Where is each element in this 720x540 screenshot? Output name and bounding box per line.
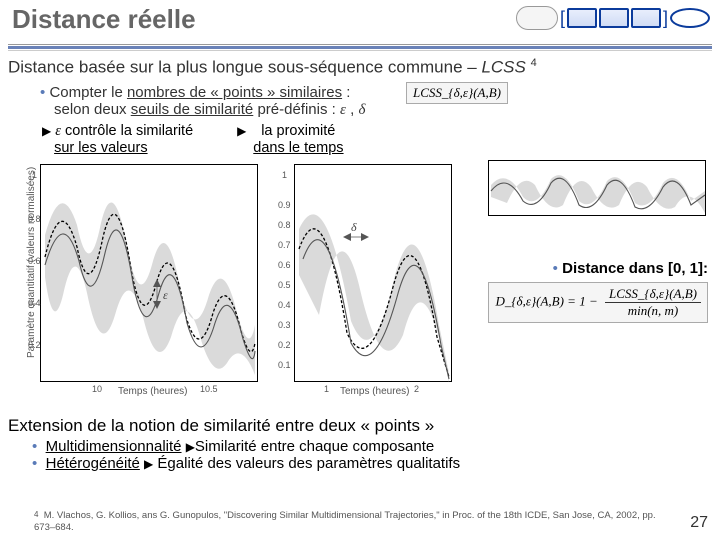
xtick: 2 xyxy=(414,384,419,394)
chart-left-svg: ε xyxy=(41,165,259,383)
bullet2-text-c: pré-définis : xyxy=(253,101,336,118)
ytick: 1 xyxy=(32,170,37,180)
chart-mid-xlabel: Temps (heures) xyxy=(340,386,409,397)
bullet1-text-b: nombres de « points » similaires xyxy=(127,84,342,101)
nav-oval[interactable] xyxy=(670,8,710,28)
controls-row: ▶ ε contrôle la similarité sur les valeu… xyxy=(8,123,712,156)
bracket-left-icon: [ xyxy=(560,8,565,29)
cloud-icon xyxy=(516,6,558,30)
dist-formula-den: min(n, m) xyxy=(605,303,701,319)
ytick: 0.7 xyxy=(278,240,291,250)
bullet-icon: • xyxy=(32,438,37,455)
ytick: 0.8 xyxy=(278,220,291,230)
triangle-icon: ▶ xyxy=(144,457,153,471)
footnote-number: 4 xyxy=(34,510,38,519)
chart-left-xlabel: Temps (heures) xyxy=(118,386,187,397)
title-decorations: [ ] xyxy=(516,6,710,30)
dist-formula-num: LCSS_{δ,ε}(A,B) xyxy=(605,286,701,303)
ytick: 0.5 xyxy=(278,280,291,290)
bullet2-text-b: seuils de similarité xyxy=(131,101,254,118)
del-ctrl-a: la proximité xyxy=(257,123,335,139)
footnote: 4 M. Vlachos, G. Kollios, ans G. Gunopul… xyxy=(34,510,670,534)
chart-left: ε xyxy=(40,164,258,382)
footnote-text: M. Vlachos, G. Kollios, ans G. Gunopulos… xyxy=(34,510,656,533)
delta-symbol: δ xyxy=(358,102,365,118)
subtitle-main: Distance basée sur la plus longue sous-s… xyxy=(8,58,481,77)
bullet1-text-c: : xyxy=(342,84,350,101)
nav-rect-2[interactable] xyxy=(599,8,629,28)
distance-formula: D_{δ,ε}(A,B) = 1 − LCSS_{δ,ε}(A,B) min(n… xyxy=(488,282,708,323)
del-ctrl-b: dans le temps xyxy=(253,140,343,156)
sb2-a: Hétérogénéité xyxy=(46,455,140,472)
triangle-icon: ▶ xyxy=(42,124,51,138)
bullet-icon: • xyxy=(32,455,37,472)
chart-middle: δ xyxy=(294,164,452,382)
xtick: 10 xyxy=(92,384,102,394)
title-divider xyxy=(8,44,712,51)
eps-annotation: ε xyxy=(163,288,168,302)
sb2-b: Égalité des valeurs des paramètres quali… xyxy=(153,455,460,472)
ytick: 0.4 xyxy=(278,300,291,310)
ytick: 0.2 xyxy=(28,340,41,350)
bullet-icon: • xyxy=(553,260,558,277)
ytick: 0.9 xyxy=(278,200,291,210)
sb1-b: Similarité entre chaque composante xyxy=(195,438,434,455)
chart-middle-svg: δ xyxy=(295,165,453,383)
triangle-icon: ▶ xyxy=(186,440,195,454)
bullet-icon: • xyxy=(40,84,45,101)
eps-ctrl-a: contrôle la similarité xyxy=(61,123,193,139)
epsilon-control: ▶ ε contrôle la similarité sur les valeu… xyxy=(42,123,193,156)
bullet1-text-a: Compter le xyxy=(49,84,127,101)
delta-control: ▶ δ la proximité dans le temps xyxy=(237,123,343,156)
ytick: 0.8 xyxy=(28,214,41,224)
ytick: 0.4 xyxy=(28,298,41,308)
body-area: • Compter le nombres de « points » simil… xyxy=(0,84,720,156)
delta-annotation: δ xyxy=(351,220,357,234)
extension-title: Extension de la notion de similarité ent… xyxy=(0,410,720,438)
dist-formula-lhs: D_{δ,ε}(A,B) = 1 − xyxy=(495,293,597,308)
lcss-formula-text: LCSS_{δ,ε}(A,B) xyxy=(413,85,501,100)
bracket-right-icon: ] xyxy=(663,8,668,29)
subtitle-lcss: LCSS xyxy=(481,58,525,77)
ytick: 1 xyxy=(282,170,287,180)
triangle-icon: ▶ xyxy=(237,124,246,138)
ytick: 0.3 xyxy=(278,320,291,330)
eps-ctrl-b: sur les valeurs xyxy=(54,140,147,156)
distance-range-label: Distance dans [0, 1]: xyxy=(562,260,708,277)
uncertainty-band xyxy=(45,202,255,374)
nav-rect-3[interactable] xyxy=(631,8,661,28)
chart-mini-svg xyxy=(489,161,707,217)
ytick: 0.6 xyxy=(278,260,291,270)
bullet-2: selon deux seuils de similarité pré-défi… xyxy=(8,101,712,119)
bullet2-text-a: selon deux xyxy=(54,101,131,118)
subtitle-superscript: 4 xyxy=(531,57,537,69)
lcss-formula: LCSS_{δ,ε}(A,B) xyxy=(406,82,508,104)
sb1-a: Multidimensionnalité xyxy=(46,438,182,455)
ytick: 0.1 xyxy=(278,360,291,370)
uncertainty-band-mid xyxy=(299,214,449,383)
nav-rect-1[interactable] xyxy=(567,8,597,28)
xtick: 1 xyxy=(324,384,329,394)
sub-bullet-2: • Hétérogénéité ▶ Égalité des valeurs de… xyxy=(32,455,712,472)
sub-bullets: • Multidimensionnalité ▶Similarité entre… xyxy=(0,438,720,472)
ytick: 0.6 xyxy=(28,256,41,266)
xtick: 10.5 xyxy=(200,384,218,394)
chart-mini xyxy=(488,160,706,216)
title-bar: Distance réelle [ ] xyxy=(0,0,720,44)
chart-zone: ε Paramètre quantitatif (valeurs normali… xyxy=(8,162,712,410)
epsilon-symbol: ε xyxy=(340,102,346,118)
distance-range: • Distance dans [0, 1]: xyxy=(553,260,708,277)
subtitle: Distance basée sur la plus longue sous-s… xyxy=(0,55,720,84)
page-number: 27 xyxy=(690,514,708,532)
delta-arrow-head-r xyxy=(361,233,369,241)
ytick: 0.2 xyxy=(278,340,291,350)
delta-arrow-head-l xyxy=(343,233,351,241)
sub-bullet-1: • Multidimensionnalité ▶Similarité entre… xyxy=(32,438,712,455)
bullet-1: • Compter le nombres de « points » simil… xyxy=(8,84,712,101)
